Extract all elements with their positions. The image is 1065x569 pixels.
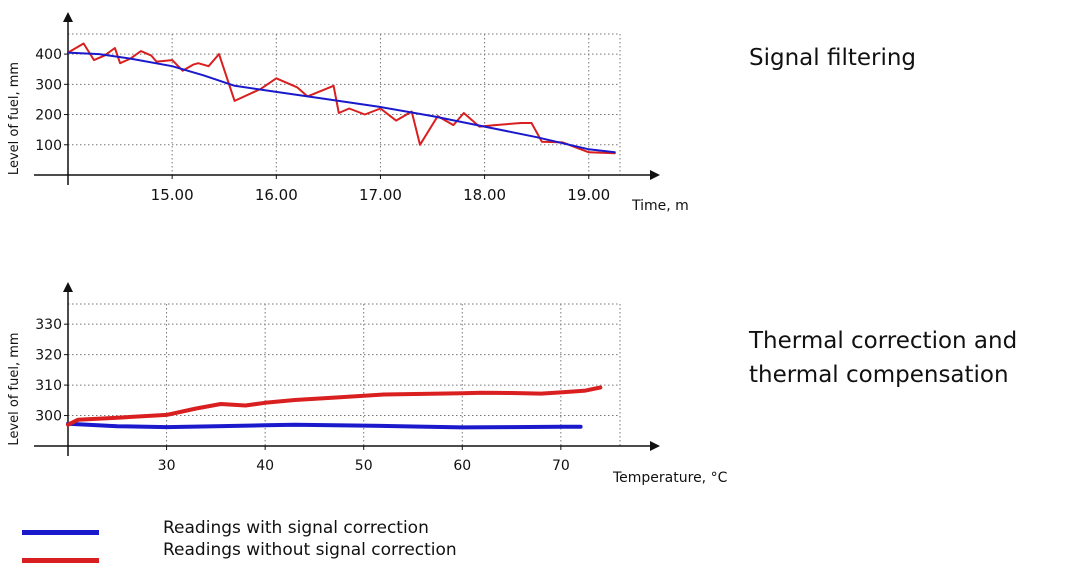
series-line-without-correction [66,385,603,427]
y-tick-label: 300 [35,409,62,425]
x-tick-label: 15.00 [151,186,194,204]
series-line-without-correction [67,42,616,155]
series-line-with-correction [66,421,583,430]
x-axis-arrow [650,441,660,451]
y-tick-label: 400 [35,47,62,63]
y-tick-label: 200 [35,108,62,124]
y-tick-label: 330 [35,317,62,333]
y-axis-label: Level of fuel, mm [7,62,22,175]
x-axis-label: Time, m [631,198,689,214]
thermal-caption-line2: thermal compensation [749,362,1009,388]
y-tick-label: 100 [35,138,62,154]
x-tick-label: 16.00 [255,186,298,204]
x-tick-label: 70 [552,458,570,474]
legend-label-without-correction: Readings without signal correction [163,540,457,560]
x-tick-label: 17.00 [359,186,402,204]
series-line-with-correction [67,51,616,154]
y-tick-label: 300 [35,77,62,93]
thermal-caption-line1: Thermal correction and [749,328,1018,354]
x-axis-arrow [650,170,660,180]
x-axis-label: Temperature, °C [612,470,728,486]
legend-swatch-without-correction [22,558,99,563]
x-tick-label: 18.00 [463,186,506,204]
x-tick-label: 60 [453,458,471,474]
signal-filtering-chart: 100 200 300 400 15.00 16.00 17.00 18.00 19.00 Tim… [7,12,689,214]
legend-swatch-with-correction [22,530,99,535]
legend-label-with-correction: Readings with signal correction [163,518,429,538]
thermal-correction-chart: 300 310 320 330 30 40 50 60 70 Temperature, °C Lev… [7,282,728,486]
y-axis-label: Level of fuel, mm [7,332,22,445]
y-tick-label: 320 [35,348,62,364]
y-axis-arrow [63,12,73,22]
x-tick-label: 30 [158,458,176,474]
x-tick-label: 50 [355,458,373,474]
y-tick-label: 310 [35,378,62,394]
signal-filtering-caption: Signal filtering [749,45,917,71]
x-tick-label: 40 [256,458,274,474]
x-tick-label: 19.00 [567,186,610,204]
y-axis-arrow [63,282,73,292]
